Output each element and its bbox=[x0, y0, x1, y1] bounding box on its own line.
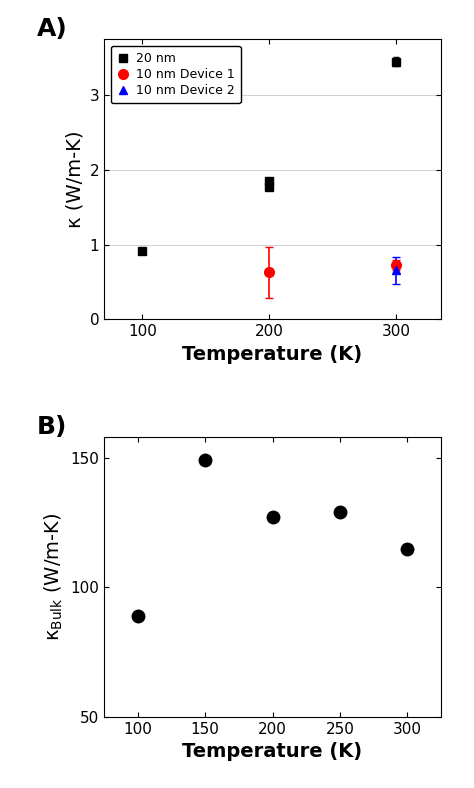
Text: B): B) bbox=[37, 414, 67, 439]
X-axis label: Temperature (K): Temperature (K) bbox=[182, 742, 363, 761]
Y-axis label: κ$_\mathregular{Bulk}$ (W/m-K): κ$_\mathregular{Bulk}$ (W/m-K) bbox=[43, 513, 65, 641]
Text: A): A) bbox=[37, 17, 68, 41]
Legend: 20 nm, 10 nm Device 1, 10 nm Device 2: 20 nm, 10 nm Device 1, 10 nm Device 2 bbox=[110, 46, 240, 103]
X-axis label: Temperature (K): Temperature (K) bbox=[182, 345, 363, 364]
Y-axis label: κ (W/m-K): κ (W/m-K) bbox=[65, 131, 84, 229]
